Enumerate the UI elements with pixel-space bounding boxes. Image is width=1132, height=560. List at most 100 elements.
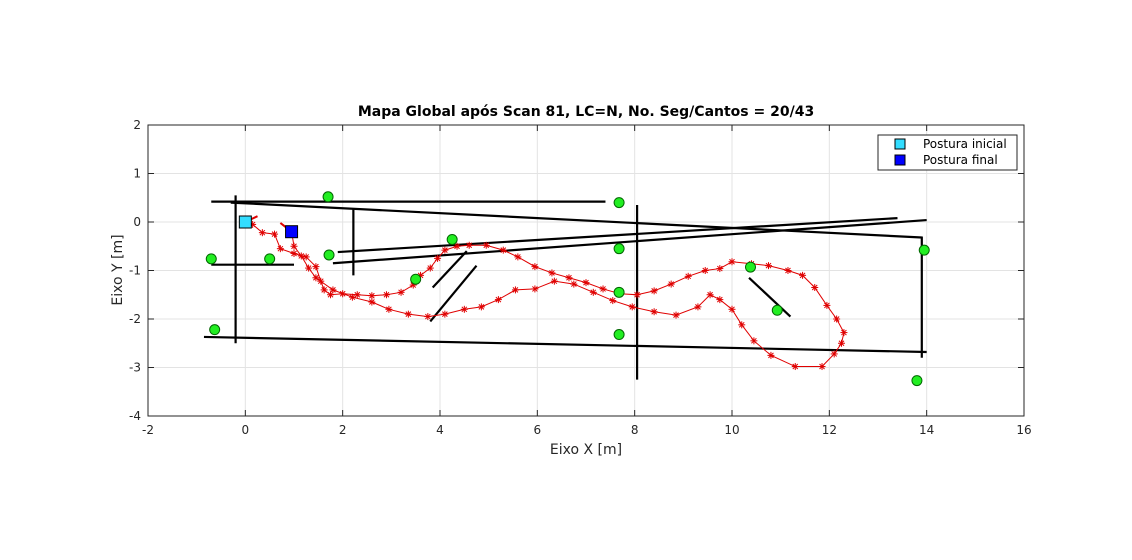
trajectory-point	[650, 308, 658, 316]
robot-poses	[238, 215, 299, 239]
trajectory-point	[589, 288, 597, 296]
map-corner	[322, 191, 334, 203]
trajectory-point	[312, 274, 320, 282]
trajectory-line	[245, 221, 845, 368]
trajectory-point	[633, 291, 641, 299]
trajectory-point	[701, 267, 709, 274]
trajectory-point	[840, 329, 848, 337]
trajectory-point	[494, 296, 502, 304]
trajectory-point	[531, 285, 539, 293]
map-segment	[431, 250, 468, 289]
map-corner	[264, 253, 276, 265]
y-tick-label: -1	[129, 264, 141, 278]
trajectory-point	[531, 263, 539, 271]
trajectory-point	[818, 363, 826, 371]
trajectory-point	[791, 363, 799, 371]
legend-label-initial: Postura inicial	[923, 137, 1007, 151]
map-corner	[613, 197, 625, 209]
trajectory-point	[329, 286, 337, 294]
x-tick-label: 0	[242, 423, 250, 437]
trajectory-point	[833, 315, 841, 323]
trajectory-point	[460, 305, 468, 313]
map-segments	[203, 195, 927, 380]
trajectory-point	[570, 280, 578, 288]
map-corner	[410, 273, 422, 285]
legend: Postura inicial Postura final	[877, 134, 1018, 171]
trajectory-point	[477, 303, 485, 311]
x-tick-label: 14	[919, 423, 934, 437]
trajectory-point	[765, 262, 772, 270]
trajectory-point	[838, 339, 845, 347]
trajectory-point	[609, 297, 617, 305]
trajectory-point	[628, 303, 636, 311]
y-tick-label: 1	[133, 167, 141, 181]
trajectory-point	[312, 263, 320, 271]
map-corner	[613, 243, 625, 255]
trajectory-point	[348, 293, 356, 301]
trajectory-point	[514, 253, 522, 261]
trajectory-point	[276, 245, 284, 253]
trajectory-point	[811, 283, 819, 291]
y-tick-label: -4	[129, 409, 141, 423]
trajectory-point	[767, 351, 775, 359]
trajectory-point	[441, 310, 449, 318]
map-segment	[230, 201, 922, 239]
trajectory-point	[784, 267, 792, 274]
map-corner	[744, 261, 756, 273]
trajectory-point	[550, 277, 558, 285]
trajectory-point	[317, 277, 325, 285]
trajectory-point	[667, 280, 675, 288]
trajectory-point	[650, 287, 658, 295]
y-axis-label: Eixo Y [m]	[110, 234, 126, 305]
map-segment	[748, 276, 792, 318]
trajectory-point	[305, 264, 313, 272]
trajectory-point	[290, 250, 298, 258]
y-tick-label: 0	[133, 215, 141, 229]
trajectory-point	[368, 298, 376, 306]
map-corner	[209, 324, 221, 336]
trajectory-point	[511, 286, 519, 294]
trajectory-point	[599, 285, 607, 293]
map-corner	[613, 286, 625, 298]
trajectory-point	[694, 303, 702, 311]
trajectory-point	[823, 301, 831, 309]
trajectory-point	[382, 291, 390, 299]
trajectory-point	[297, 252, 305, 260]
trajectory-point	[738, 321, 746, 329]
trajectory-point	[830, 350, 838, 358]
trajectory-point	[404, 310, 412, 318]
legend-label-final: Postura final	[923, 153, 998, 167]
trajectory-point	[453, 242, 461, 250]
map-corner	[613, 329, 625, 341]
map-segment	[332, 218, 927, 265]
initial-pose-marker	[238, 215, 252, 229]
map-corner	[911, 375, 923, 387]
trajectory-point	[482, 241, 490, 249]
map-corner	[205, 253, 217, 265]
map-corner	[771, 304, 783, 316]
trajectory-point	[548, 269, 556, 277]
trajectory-point	[302, 253, 310, 261]
trajectory-point	[716, 265, 724, 273]
trajectory-point	[465, 241, 473, 249]
trajectory-point	[320, 286, 328, 294]
y-tick-label: 2	[133, 118, 141, 132]
trajectory-point	[750, 337, 758, 345]
robot-trajectory	[241, 218, 848, 371]
trajectory-point	[290, 242, 298, 250]
map-corner	[323, 249, 335, 261]
trajectory-point	[716, 296, 724, 304]
trajectory-point	[368, 292, 376, 300]
map-segment	[429, 264, 478, 323]
x-tick-label: 8	[631, 423, 639, 437]
trajectory-point	[339, 290, 347, 298]
trajectory-point	[499, 246, 507, 254]
trajectory-point	[684, 272, 692, 280]
trajectory-point	[258, 229, 266, 237]
trajectory-point	[728, 258, 736, 266]
x-tick-label: 10	[724, 423, 739, 437]
map-corner	[446, 233, 458, 245]
chart-title: Mapa Global após Scan 81, LC=N, No. Seg/…	[358, 104, 814, 120]
